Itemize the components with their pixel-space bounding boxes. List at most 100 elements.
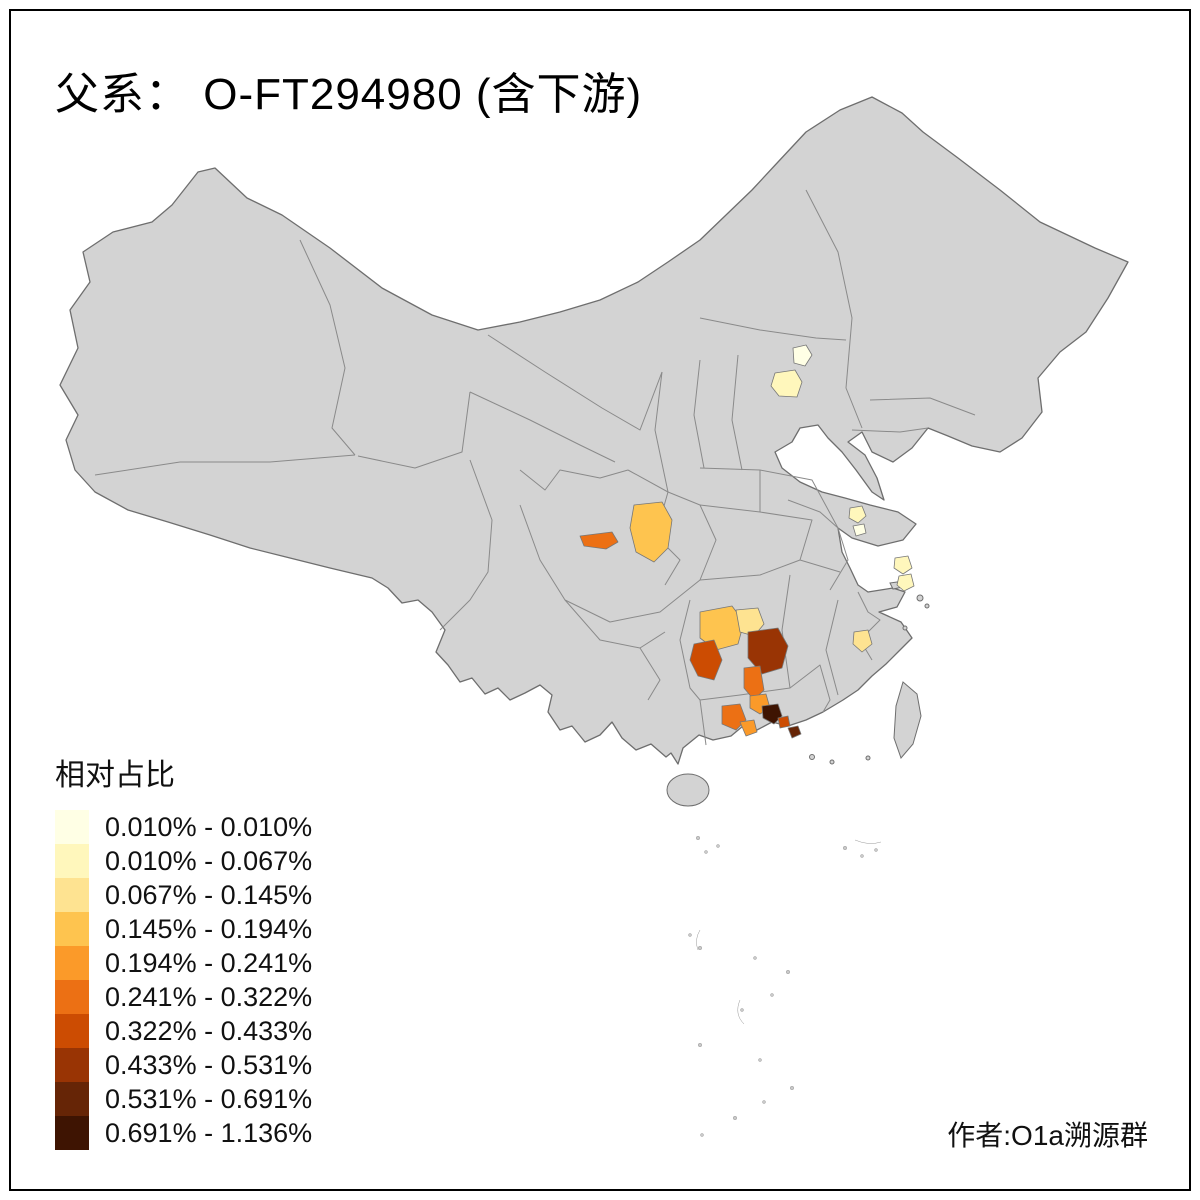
province-border [699, 504, 841, 573]
province-border [851, 427, 929, 433]
legend-row: 0.433% - 0.531% [55, 1048, 312, 1082]
map-region-patch [893, 555, 913, 575]
legend-row: 0.010% - 0.067% [55, 844, 312, 878]
islands [666, 580, 930, 807]
legend-label: 0.194% - 0.241% [105, 947, 313, 978]
province-border [825, 599, 839, 696]
reef-line [696, 929, 701, 951]
coastal-island [924, 603, 930, 609]
mainland [59, 96, 1129, 765]
legend-swatch [55, 878, 89, 912]
islet [785, 969, 791, 975]
legend-swatch [55, 912, 89, 946]
legend-label: 0.531% - 0.691% [105, 1083, 313, 1114]
islet [695, 835, 701, 841]
legend-label: 0.145% - 0.194% [105, 913, 313, 944]
legend-row: 0.194% - 0.241% [55, 946, 312, 980]
map-region-patch [787, 725, 802, 739]
reef-line [854, 839, 882, 844]
province-border [639, 647, 661, 701]
legend-label: 0.010% - 0.067% [105, 845, 313, 876]
legend-swatch [55, 946, 89, 980]
islet [770, 993, 774, 997]
islet [762, 1100, 766, 1104]
legend-swatch [55, 1082, 89, 1116]
map-region-patch [579, 531, 619, 550]
province-border [519, 469, 629, 491]
map-region-patch [770, 369, 803, 398]
province-border [299, 239, 356, 456]
islet [789, 1085, 795, 1091]
legend: 相对占比 0.010% - 0.010% 0.010% - 0.067% 0.067… [55, 750, 312, 1150]
province-border [699, 699, 707, 746]
legend-row: 0.067% - 0.145% [55, 878, 312, 912]
islet [732, 1115, 738, 1121]
map-region-patch [848, 505, 867, 524]
legend-swatch [55, 1116, 89, 1150]
islet [874, 848, 878, 852]
reef-line [737, 999, 745, 1025]
coastal-island [902, 625, 908, 631]
legend-row: 0.010% - 0.010% [55, 810, 312, 844]
coastal-island [865, 755, 871, 761]
province-border [357, 391, 471, 469]
legend-rows: 0.010% - 0.010% 0.010% - 0.067% 0.067% - 0… [55, 810, 312, 1150]
islet [697, 945, 703, 951]
legend-label: 0.067% - 0.145% [105, 879, 313, 910]
map-region-patch [792, 344, 813, 367]
islet [758, 1058, 762, 1062]
legend-swatch [55, 1048, 89, 1082]
province-border [699, 467, 839, 529]
legend-row: 0.322% - 0.433% [55, 1014, 312, 1048]
province-border [699, 664, 831, 713]
taiwan-island [893, 681, 922, 759]
province-border [731, 354, 743, 471]
province-border [564, 599, 666, 649]
islet [704, 850, 708, 854]
islet [842, 845, 848, 851]
province-border [805, 189, 863, 429]
islet [700, 1133, 704, 1137]
legend-swatch [55, 980, 89, 1014]
islet [697, 1042, 703, 1048]
map-region-patch [896, 573, 915, 592]
south-china-sea-islets [688, 835, 882, 1137]
author-credit: 作者:O1a溯源群 [947, 1120, 1148, 1151]
islet [688, 933, 692, 937]
province-border [487, 334, 663, 431]
legend-swatch [55, 1014, 89, 1048]
legend-row: 0.145% - 0.194% [55, 912, 312, 946]
legend-label: 0.433% - 0.531% [105, 1049, 313, 1080]
province-border [439, 459, 493, 631]
legend-title: 相对占比 [55, 759, 175, 792]
legend-swatch [55, 810, 89, 844]
choropleth-regions [579, 344, 915, 739]
islet [716, 844, 720, 848]
coastal-island [829, 759, 835, 765]
province-border [519, 469, 717, 623]
mainland-outline [59, 96, 1129, 765]
province-borders [94, 189, 976, 746]
province-border [94, 454, 356, 476]
map-region-patch [739, 719, 758, 737]
legend-row: 0.531% - 0.691% [55, 1082, 312, 1116]
province-border [781, 574, 791, 689]
coastal-island [916, 594, 924, 602]
province-border [787, 499, 849, 591]
legend-label: 0.691% - 1.136% [105, 1117, 313, 1148]
map-region-patch [747, 627, 789, 675]
province-border [469, 391, 616, 463]
province-border [699, 559, 801, 581]
map-region-patch [629, 501, 673, 563]
province-border [699, 317, 847, 341]
map-region-patch [699, 605, 745, 651]
islet [860, 854, 864, 858]
coastal-island [809, 754, 815, 760]
province-border [869, 397, 976, 416]
legend-swatch [55, 844, 89, 878]
islet [740, 1008, 744, 1012]
legend-label: 0.010% - 0.010% [105, 811, 313, 842]
map-region-patch [689, 639, 723, 681]
hainan-island [666, 773, 710, 807]
